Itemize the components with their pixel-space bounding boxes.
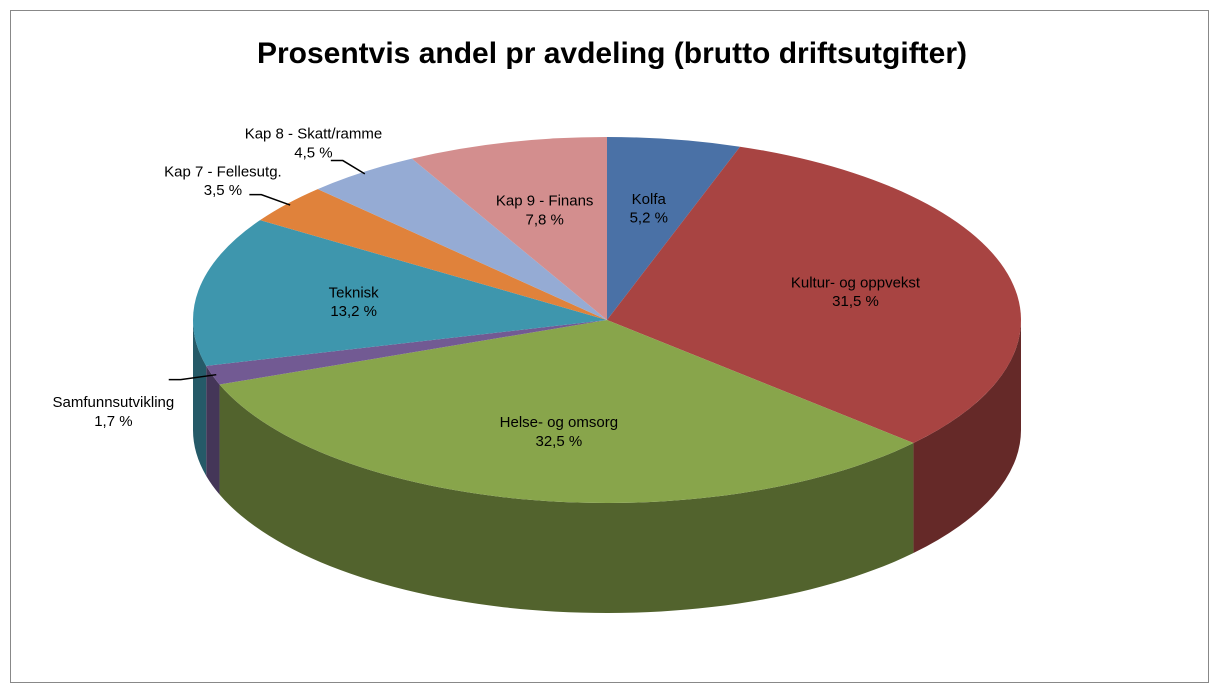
data-label: Helse- og omsorg 32,5 %	[500, 414, 618, 450]
data-label: Kap 7 - Fellesutg. 3,5 %	[164, 163, 282, 199]
chart-title: Prosentvis andel pr avdeling (brutto dri…	[257, 37, 967, 70]
slice	[607, 146, 1022, 444]
slice	[317, 158, 607, 320]
slice-side	[206, 365, 220, 495]
value-label: 32,5 %	[536, 433, 583, 450]
category-label: Kultur- og oppvekst	[791, 274, 921, 291]
data-label: Kap 8 - Skatt/ramme 4,5 %	[245, 126, 383, 162]
slice	[411, 137, 607, 320]
value-label: 13,2 %	[330, 303, 377, 320]
slice-side	[913, 320, 1021, 554]
data-label: Kolfa 5,2 %	[630, 191, 668, 227]
slice	[206, 320, 608, 385]
slice	[607, 137, 740, 320]
value-label: 5,2 %	[630, 210, 668, 227]
slice	[260, 189, 607, 320]
value-label: 1,7 %	[94, 413, 132, 430]
data-label: Kultur- og oppvekst 31,5 %	[791, 274, 921, 310]
leader-line	[330, 159, 366, 175]
slice	[192, 220, 607, 366]
slice	[219, 320, 914, 503]
category-label: Kap 8 - Skatt/ramme	[245, 126, 383, 143]
data-label: Teknisk 13,2 %	[329, 284, 380, 320]
value-label: 7,8 %	[525, 211, 563, 228]
category-label: Kolfa	[632, 191, 667, 208]
category-label: Samfunnsutvikling	[53, 394, 175, 411]
value-label: 4,5 %	[294, 144, 332, 161]
value-label: 31,5 %	[832, 293, 879, 310]
category-label: Kap 7 - Fellesutg.	[164, 163, 282, 180]
value-label: 3,5 %	[204, 182, 242, 199]
data-label: Kap 9 - Finans 7,8 %	[496, 193, 594, 229]
category-label: Kap 9 - Finans	[496, 193, 594, 210]
leader-line	[168, 373, 217, 381]
leader-line	[249, 193, 291, 206]
slice-side	[193, 320, 207, 476]
slice-side	[219, 384, 914, 613]
category-label: Helse- og omsorg	[500, 414, 618, 431]
category-label: Teknisk	[329, 284, 380, 301]
data-label: Samfunnsutvikling 1,7 %	[53, 394, 175, 430]
